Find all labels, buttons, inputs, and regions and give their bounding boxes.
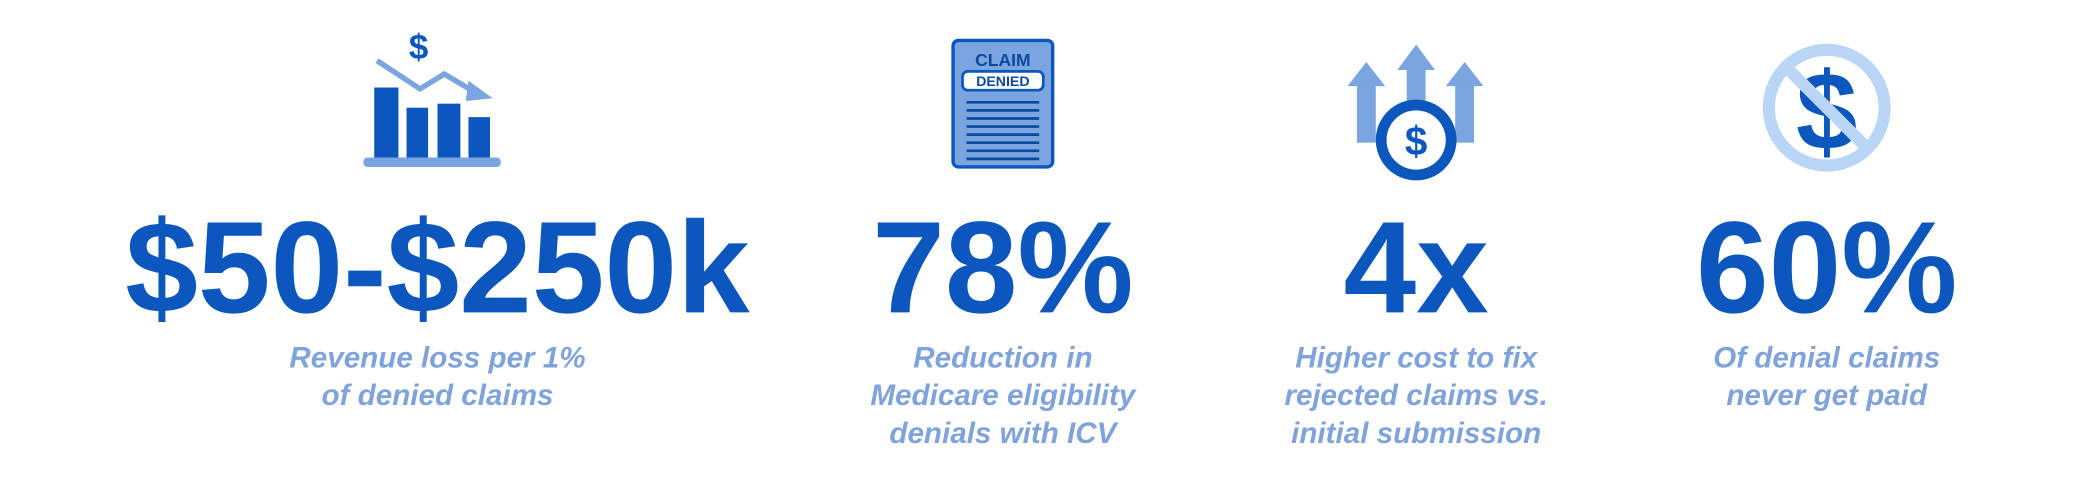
claim-icon: CLAIM DENIED: [951, 38, 1055, 169]
stat-description: Of denial claims: [1713, 342, 1940, 375]
stat-value: 78%: [872, 194, 1133, 340]
stat-description: rejected claims vs.: [1284, 379, 1547, 412]
cost-icon: $: [1347, 44, 1484, 181]
stat-description: Medicare eligibility: [870, 379, 1136, 412]
icon-text: $: [1405, 118, 1427, 164]
stat-description: Revenue loss per 1%: [289, 342, 585, 375]
stat-value: 60%: [1696, 194, 1957, 340]
stat-description: denials with ICV: [889, 417, 1118, 450]
stat-description: of denied claims: [321, 379, 553, 412]
no-pay-icon: $: [1762, 43, 1891, 173]
revenue-icon: $: [363, 28, 501, 167]
stat-value: 4x: [1344, 194, 1489, 340]
icon-text: DENIED: [976, 73, 1029, 89]
stat-description: Higher cost to fix: [1295, 342, 1538, 375]
stat-description: Reduction in: [913, 342, 1092, 375]
icon-text: $: [409, 28, 428, 67]
stat-description: never get paid: [1726, 379, 1928, 412]
icon-text: CLAIM: [975, 50, 1030, 70]
stat-description: initial submission: [1291, 417, 1541, 450]
stat-value: $50-$250k: [125, 194, 750, 340]
